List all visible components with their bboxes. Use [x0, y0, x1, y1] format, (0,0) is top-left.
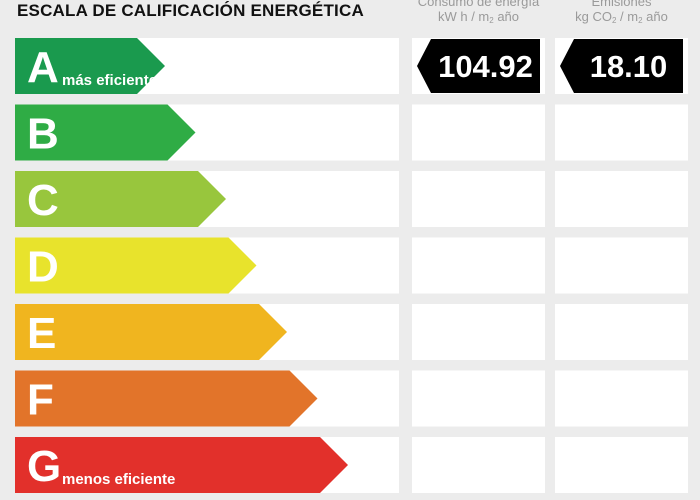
consumo-cell-e: [412, 304, 545, 360]
consumo-value-indicator: [417, 39, 540, 93]
emisiones-cell-d: [555, 237, 688, 294]
consumo-header-line1: Consumo de energía: [417, 0, 540, 9]
emisiones-cell-e: [555, 304, 688, 360]
rating-arrow-f: [15, 370, 318, 427]
rating-letter-d: D: [27, 243, 59, 292]
rating-letter-g: G: [27, 442, 61, 491]
emisiones-header-line2: kg CO2 / m2 año: [575, 9, 668, 25]
rating-letter-a: A: [27, 43, 59, 92]
rating-arrow-a: [15, 38, 165, 94]
rating-arrow-g: [15, 437, 348, 493]
consumo-cell-c: [412, 171, 545, 227]
consumo-cell-f: [412, 370, 545, 427]
emisiones-value-label: 18.10: [590, 49, 668, 84]
emisiones-column-header: Emisiones kg CO2 / m2 año: [555, 0, 688, 28]
emisiones-cell-g: [555, 437, 688, 493]
emisiones-value-indicator: [560, 39, 683, 93]
rating-arrow-b: [15, 104, 196, 161]
rating-sublabel-g: menos eficiente: [62, 471, 175, 488]
rating-arrow-c: [15, 171, 226, 227]
emisiones-header-line1: Emisiones: [591, 0, 652, 9]
emisiones-cell-f: [555, 370, 688, 427]
chart-title: ESCALA DE CALIFICACIÓN ENERGÉTICA: [17, 1, 364, 20]
rating-sublabel-a: más eficiente: [62, 72, 157, 89]
consumo-column-header: Consumo de energía kW h / m2 año: [412, 0, 545, 28]
rating-arrow-d: [15, 237, 257, 294]
rating-arrow-e: [15, 304, 287, 360]
consumo-value-label: 104.92: [438, 49, 533, 84]
consumo-cell-b: [412, 104, 545, 161]
consumo-cell-d: [412, 237, 545, 294]
consumo-header-line2: kW h / m2 año: [437, 9, 520, 25]
emisiones-cell-b: [555, 104, 688, 161]
rating-letter-b: B: [27, 110, 59, 159]
consumo-cell-g: [412, 437, 545, 493]
rating-letter-f: F: [27, 376, 54, 425]
rating-letter-c: C: [27, 176, 59, 225]
emisiones-cell-c: [555, 171, 688, 227]
rating-letter-e: E: [27, 309, 56, 358]
